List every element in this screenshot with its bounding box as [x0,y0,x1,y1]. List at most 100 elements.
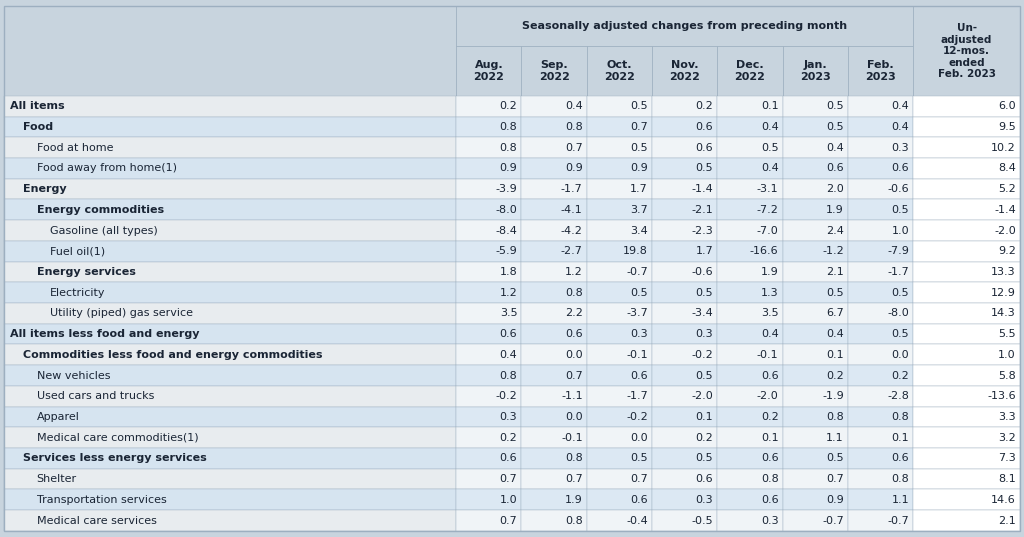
Text: Un-
adjusted
12-mos.
ended
Feb. 2023: Un- adjusted 12-mos. ended Feb. 2023 [938,23,995,79]
Bar [521,282,587,303]
Text: 1.2: 1.2 [565,267,583,277]
Bar [521,510,587,531]
Bar [587,427,652,448]
Bar [848,407,913,427]
Bar [913,365,1020,386]
Bar [521,137,587,158]
Bar [782,427,848,448]
Bar [456,448,521,469]
Text: 0.2: 0.2 [500,433,517,442]
Text: -3.9: -3.9 [496,184,517,194]
Bar [652,510,718,531]
Text: 0.9: 0.9 [826,495,844,505]
Text: 0.5: 0.5 [826,453,844,463]
Text: 0.6: 0.6 [695,143,714,153]
Text: 0.8: 0.8 [500,143,517,153]
Text: Gasoline (all types): Gasoline (all types) [50,226,158,236]
Text: 0.6: 0.6 [695,122,714,132]
Text: -1.4: -1.4 [994,205,1016,215]
Bar [587,365,652,386]
Text: -1.7: -1.7 [888,267,909,277]
Bar [782,489,848,510]
Text: 9.2: 9.2 [998,246,1016,256]
Text: 3.3: 3.3 [998,412,1016,422]
Text: Feb.
2023: Feb. 2023 [865,60,896,82]
Text: -2.0: -2.0 [994,226,1016,236]
Text: 0.2: 0.2 [695,433,714,442]
Text: 0.3: 0.3 [761,516,778,526]
Bar [782,510,848,531]
Bar [652,489,718,510]
Text: -1.7: -1.7 [627,391,648,401]
Text: -3.7: -3.7 [627,308,648,318]
Bar [913,489,1020,510]
Text: 0.8: 0.8 [761,474,778,484]
Text: 0.6: 0.6 [761,495,778,505]
Bar [718,427,782,448]
Text: -2.3: -2.3 [691,226,714,236]
Text: -1.7: -1.7 [561,184,583,194]
Bar [587,469,652,489]
Bar [718,489,782,510]
Bar [718,46,782,96]
Text: Nov.
2022: Nov. 2022 [670,60,700,82]
Bar [652,137,718,158]
Bar [456,303,521,324]
Text: -0.1: -0.1 [561,433,583,442]
Text: 1.0: 1.0 [998,350,1016,360]
Bar [718,220,782,241]
Bar [652,303,718,324]
Bar [587,137,652,158]
Bar [718,241,782,262]
Text: Oct.
2022: Oct. 2022 [604,60,635,82]
Bar [913,220,1020,241]
Bar [456,489,521,510]
Bar [521,158,587,179]
Text: 0.4: 0.4 [826,329,844,339]
Text: 0.8: 0.8 [892,412,909,422]
Bar [848,448,913,469]
Text: 0.6: 0.6 [695,474,714,484]
Bar [521,303,587,324]
Text: 0.4: 0.4 [761,329,778,339]
Bar [782,407,848,427]
Text: 0.5: 0.5 [631,143,648,153]
Text: Sep.
2022: Sep. 2022 [539,60,569,82]
Bar [718,365,782,386]
Text: 5.8: 5.8 [998,371,1016,381]
Bar [4,220,456,241]
Bar [652,220,718,241]
Bar [652,448,718,469]
Bar [718,469,782,489]
Bar [652,117,718,137]
Text: Aug.
2022: Aug. 2022 [473,60,504,82]
Bar [456,46,521,96]
Bar [848,262,913,282]
Text: -0.2: -0.2 [627,412,648,422]
Text: 0.7: 0.7 [826,474,844,484]
Text: Services less energy services: Services less energy services [24,453,207,463]
Text: 0.5: 0.5 [695,163,714,173]
Bar [4,262,456,282]
Text: 1.9: 1.9 [826,205,844,215]
Bar [456,158,521,179]
Bar [782,469,848,489]
Text: 0.1: 0.1 [695,412,714,422]
Bar [718,262,782,282]
Bar [718,137,782,158]
Bar [521,489,587,510]
Bar [587,199,652,220]
Bar [913,427,1020,448]
Bar [848,324,913,344]
Bar [456,386,521,407]
Bar [718,282,782,303]
Bar [913,510,1020,531]
Bar [913,448,1020,469]
Bar [4,386,456,407]
Text: 0.6: 0.6 [500,453,517,463]
Bar [782,199,848,220]
Text: Seasonally adjusted changes from preceding month: Seasonally adjusted changes from precedi… [522,21,847,31]
Text: -5.9: -5.9 [496,246,517,256]
Text: -0.7: -0.7 [627,267,648,277]
Text: 0.6: 0.6 [500,329,517,339]
